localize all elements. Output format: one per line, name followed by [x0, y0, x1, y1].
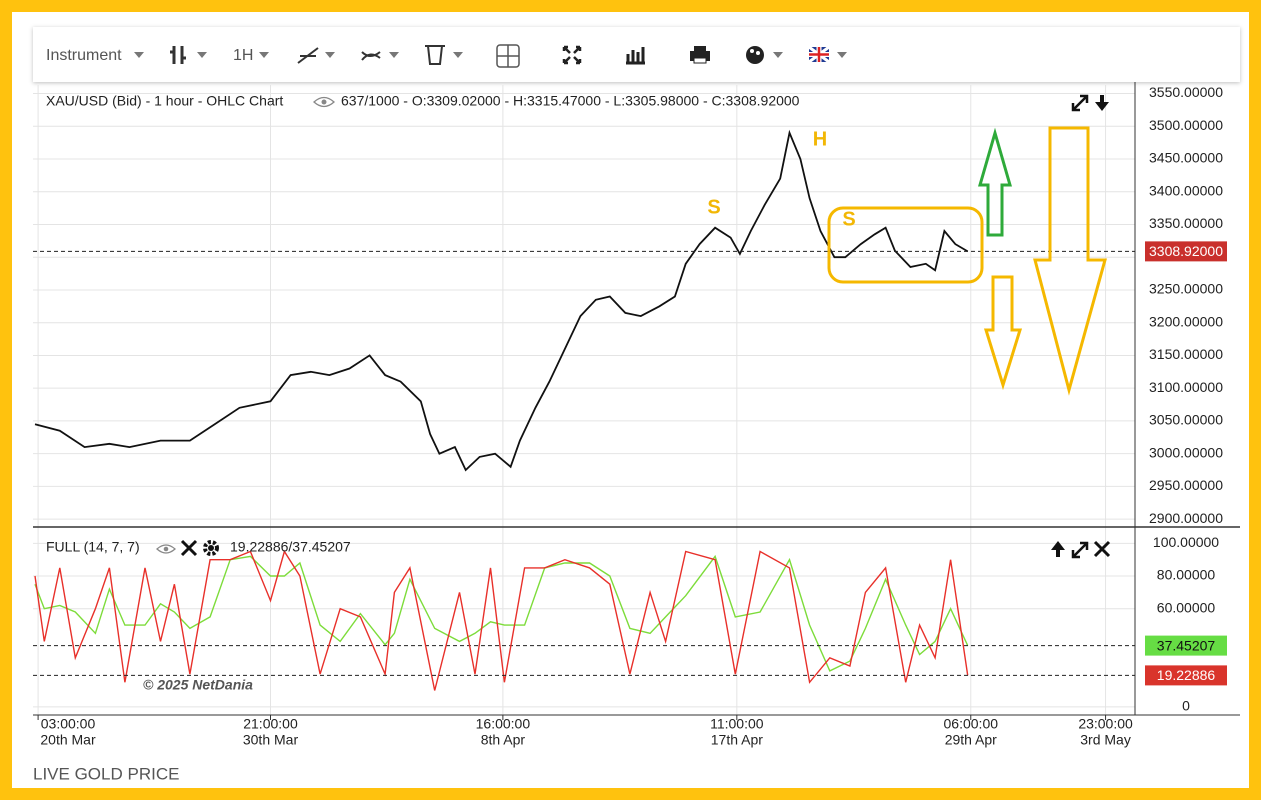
annotation: H: [813, 128, 827, 150]
label-layer: 2900.00000 2950.00000 3000.00000 3050.00000…: [37, 84, 1227, 748]
caret: [134, 52, 144, 58]
y-tick-label: 3050.00000: [1149, 412, 1223, 428]
x-tick-date: 20th Mar: [40, 732, 96, 748]
y-tick-label: 3150.00000: [1149, 346, 1223, 362]
y-tick-label: 3500.00000: [1149, 117, 1223, 133]
y-tick-label: 0: [1182, 698, 1190, 714]
settings-icon[interactable]: [203, 540, 219, 556]
series-line: [34, 129, 969, 472]
last-value-box: [1145, 635, 1227, 656]
caret: [259, 52, 269, 58]
up-arrow: [978, 127, 1012, 237]
chart-type-button[interactable]: [170, 46, 207, 64]
move-down-icon[interactable]: [1095, 95, 1109, 111]
y-tick-label: 2950.00000: [1149, 477, 1223, 493]
footer-label: LIVE GOLD PRICE: [33, 764, 179, 783]
x-tick-date: 3rd May: [1080, 732, 1131, 748]
series-line: [34, 554, 969, 672]
last-value-box: [1145, 241, 1227, 262]
last-value-label: 19.22886: [1157, 667, 1216, 683]
language-button[interactable]: [808, 45, 847, 64]
watermark: © 2025 NetDania: [143, 677, 253, 693]
x-tick-label: 21:00:00: [243, 716, 298, 732]
maximize-icon[interactable]: [1071, 94, 1089, 112]
x-tick-label: 03:00:00: [41, 716, 96, 732]
x-tick-date: 30th Mar: [243, 732, 299, 748]
y-tick-label: 3550.00000: [1149, 84, 1223, 100]
maximize-icon[interactable]: [1071, 541, 1089, 559]
y-tick-label: 3000.00000: [1149, 444, 1223, 460]
draw-line-button[interactable]: [297, 47, 335, 64]
last-value-label: 3308.92000: [1149, 243, 1223, 259]
delete-button[interactable]: [425, 45, 463, 65]
x-tick-date: 8th Apr: [481, 732, 526, 748]
x-tick-label: 23:00:00: [1078, 716, 1133, 732]
visibility-icon[interactable]: [156, 544, 176, 554]
range-box: [827, 206, 984, 284]
y-tick-label: 2900.00000: [1149, 510, 1223, 526]
indicator-button[interactable]: [361, 51, 399, 61]
x-tick-label: 16:00:00: [476, 716, 531, 732]
y-tick-label: 3100.00000: [1149, 379, 1223, 395]
interval-button[interactable]: 1H: [233, 47, 253, 64]
last-value-box: [1145, 665, 1227, 686]
last-value-label: 37.45207: [1157, 637, 1216, 653]
close-icon[interactable]: [1093, 540, 1111, 558]
toolbar: Instrument 1H: [33, 27, 1240, 82]
grid-layer: [33, 85, 1135, 715]
y-tick-label: 80.00000: [1157, 567, 1216, 583]
down-arrow: [1033, 126, 1107, 396]
fullscreen-button[interactable]: [562, 45, 582, 65]
y-tick-label: 3200.00000: [1149, 313, 1223, 329]
x-tick-date: 17th Apr: [711, 732, 763, 748]
move-up-icon[interactable]: [1051, 541, 1065, 557]
volume-button[interactable]: [626, 47, 645, 65]
indicator-readout: 19.22886/37.45207: [230, 539, 351, 555]
series-line: [34, 549, 969, 691]
y-tick-label: 3250.00000: [1149, 281, 1223, 297]
y-tick-label: 100.00000: [1153, 534, 1219, 550]
annotation: S: [842, 208, 855, 230]
theme-button[interactable]: [746, 46, 783, 64]
print-button[interactable]: [690, 46, 710, 64]
x-tick-label: 06:00:00: [944, 716, 999, 732]
y-tick-label: 3350.00000: [1149, 215, 1223, 231]
y-tick-label: 3450.00000: [1149, 150, 1223, 166]
instrument-button[interactable]: Instrument: [46, 47, 122, 64]
visibility-icon[interactable]: [313, 96, 335, 108]
y-tick-label: 3400.00000: [1149, 182, 1223, 198]
remove-indicator-icon[interactable]: [180, 539, 198, 557]
crosshair-button[interactable]: [496, 44, 520, 68]
x-tick-date: 29th Apr: [945, 732, 997, 748]
annotation: S: [707, 196, 720, 218]
chart-title: XAU/USD (Bid) - 1 hour - OHLC Chart: [46, 93, 283, 109]
indicator-title: FULL (14, 7, 7): [46, 539, 140, 555]
plot-layer: [33, 129, 1135, 691]
x-tick-label: 11:00:00: [710, 716, 764, 732]
down-arrow: [983, 275, 1023, 391]
ohlc-readout: 637/1000 - O:3309.02000 - H:3315.47000 -…: [341, 93, 800, 109]
y-tick-label: 60.00000: [1157, 599, 1216, 615]
frame: [12, 12, 1249, 788]
